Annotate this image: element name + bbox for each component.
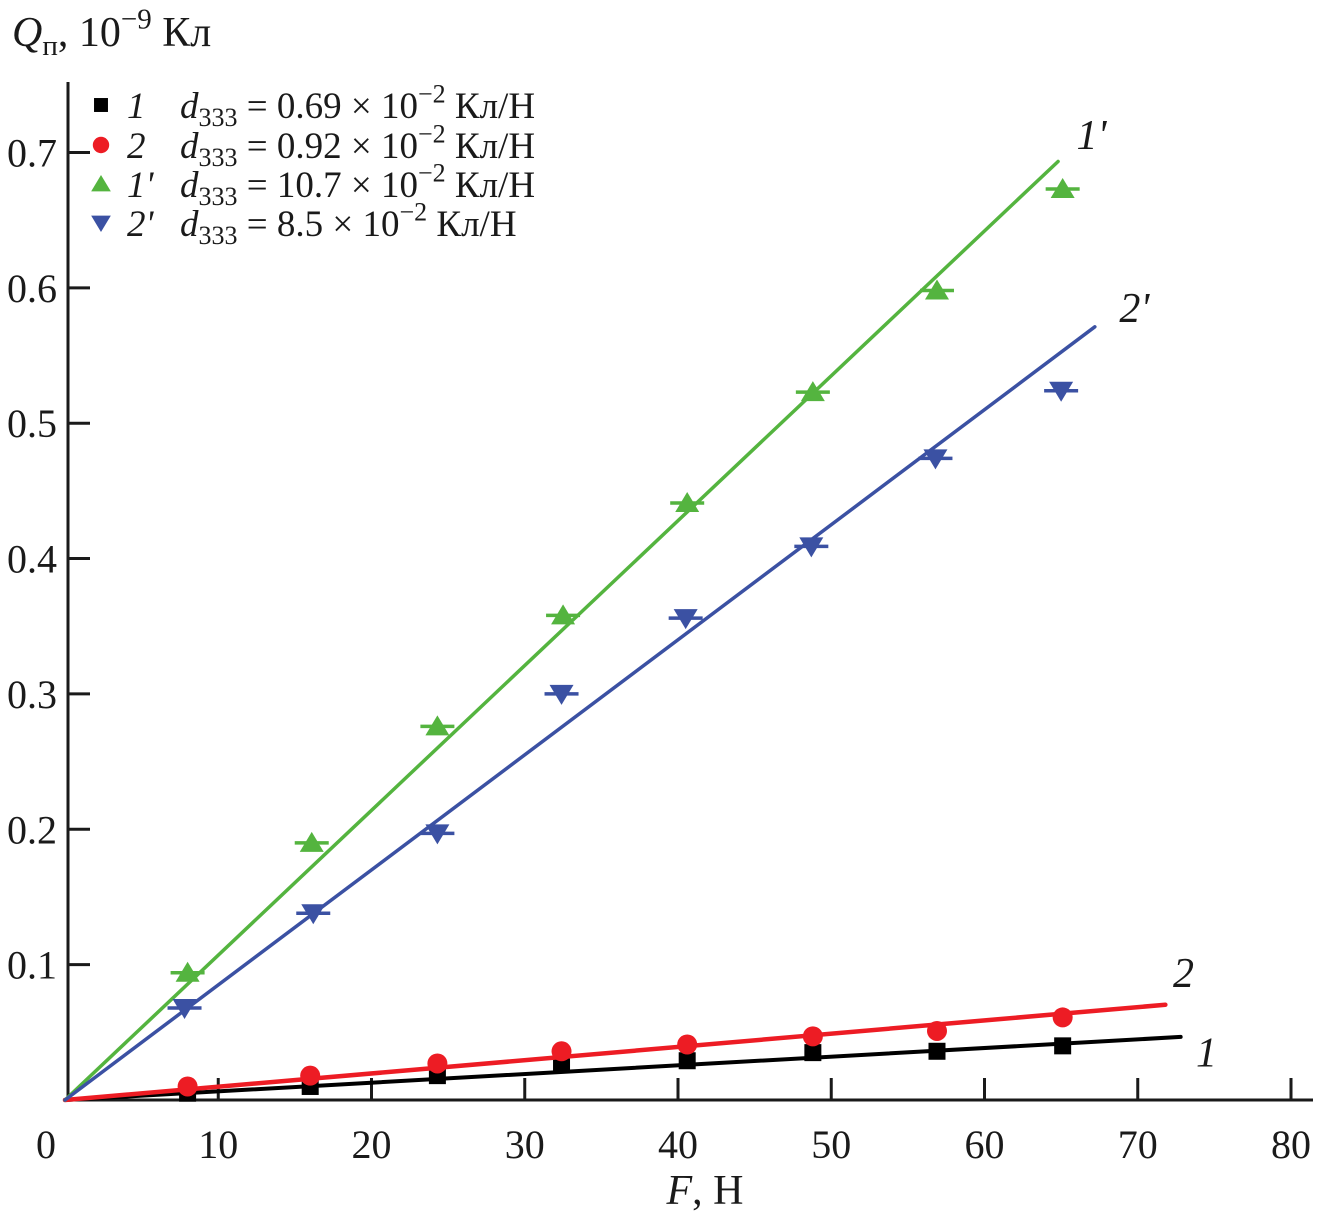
x-tick-label: 30 [505,1122,545,1167]
curve-label-2p: 2' [1119,286,1150,332]
legend-marker-icon [91,215,111,233]
x-axis-title: F, Н [666,1168,744,1213]
fit-line-2p [63,325,1097,1102]
legend-series-index: 2 [127,126,146,167]
data-point-1p [551,604,576,625]
data-point-2 [177,1076,198,1097]
data-point-2 [551,1041,572,1062]
legend-coefficient-text: d333 = 0.92 × 10−2 Кл/Н [180,120,535,173]
data-point-1p [425,715,450,736]
data-point-1 [678,1052,696,1070]
data-point-1p [800,381,825,402]
origin-tick-label: 0 [36,1122,56,1167]
x-tick-label: 20 [352,1122,392,1167]
legend-series-index: 2' [127,204,155,245]
legend-marker-icon [92,136,110,154]
fit-line-2 [62,1002,1168,1103]
x-tick-label: 60 [965,1122,1005,1167]
data-point-2p [1049,381,1074,402]
data-point-2 [427,1053,448,1074]
y-tick-label: 0.4 [7,537,57,582]
legend-coefficient-text: d333 = 10.7 × 10−2 Кл/Н [180,159,535,212]
y-tick-label: 0.2 [7,807,57,852]
x-tick-label: 70 [1118,1122,1158,1167]
data-point-1p [175,961,200,982]
legend-marker-icon [91,174,111,192]
x-tick-label: 10 [198,1122,238,1167]
legend-series-index: 1 [127,86,146,127]
y-tick-label: 0.7 [7,130,57,175]
data-point-1p [924,279,949,300]
y-tick-label: 0.1 [7,943,57,988]
data-point-2 [1052,1007,1073,1028]
data-point-2p [673,609,698,630]
data-point-1p [675,492,700,513]
data-point-2p [923,449,948,470]
data-point-1p [299,831,324,852]
legend-series-index: 1' [127,165,155,206]
legend-coefficient-text: d333 = 0.69 × 10−2 Кл/Н [180,80,535,133]
data-point-2p [799,537,824,558]
data-point-2p [425,824,450,845]
fit-line-1p [63,159,1060,1102]
data-point-2 [802,1026,823,1047]
y-axis-title: Qп, 10−9 Кл [12,3,211,62]
data-point-1 [1054,1037,1072,1055]
data-point-2 [677,1034,698,1055]
data-point-2p [172,998,197,1019]
data-point-1 [804,1044,822,1062]
data-point-2 [926,1020,947,1041]
y-tick-label: 0.3 [7,672,57,717]
data-point-2p [301,904,326,925]
data-point-1 [928,1042,946,1060]
x-tick-label: 80 [1271,1122,1311,1167]
y-tick-label: 0.5 [7,401,57,446]
curve-label-2: 2 [1173,951,1194,997]
curve-label-1: 1 [1196,1031,1217,1077]
legend-coefficient-text: d333 = 8.5 × 10−2 Кл/Н [180,198,517,251]
y-tick-label: 0.6 [7,266,57,311]
x-tick-label: 40 [658,1122,698,1167]
data-point-2p [549,684,574,705]
data-point-1p [1050,178,1075,199]
data-point-2 [300,1065,321,1086]
legend-marker-icon [94,98,108,112]
fit-line-1 [63,1034,1183,1102]
x-tick-label: 50 [811,1122,851,1167]
curve-label-1p: 1' [1076,113,1107,159]
